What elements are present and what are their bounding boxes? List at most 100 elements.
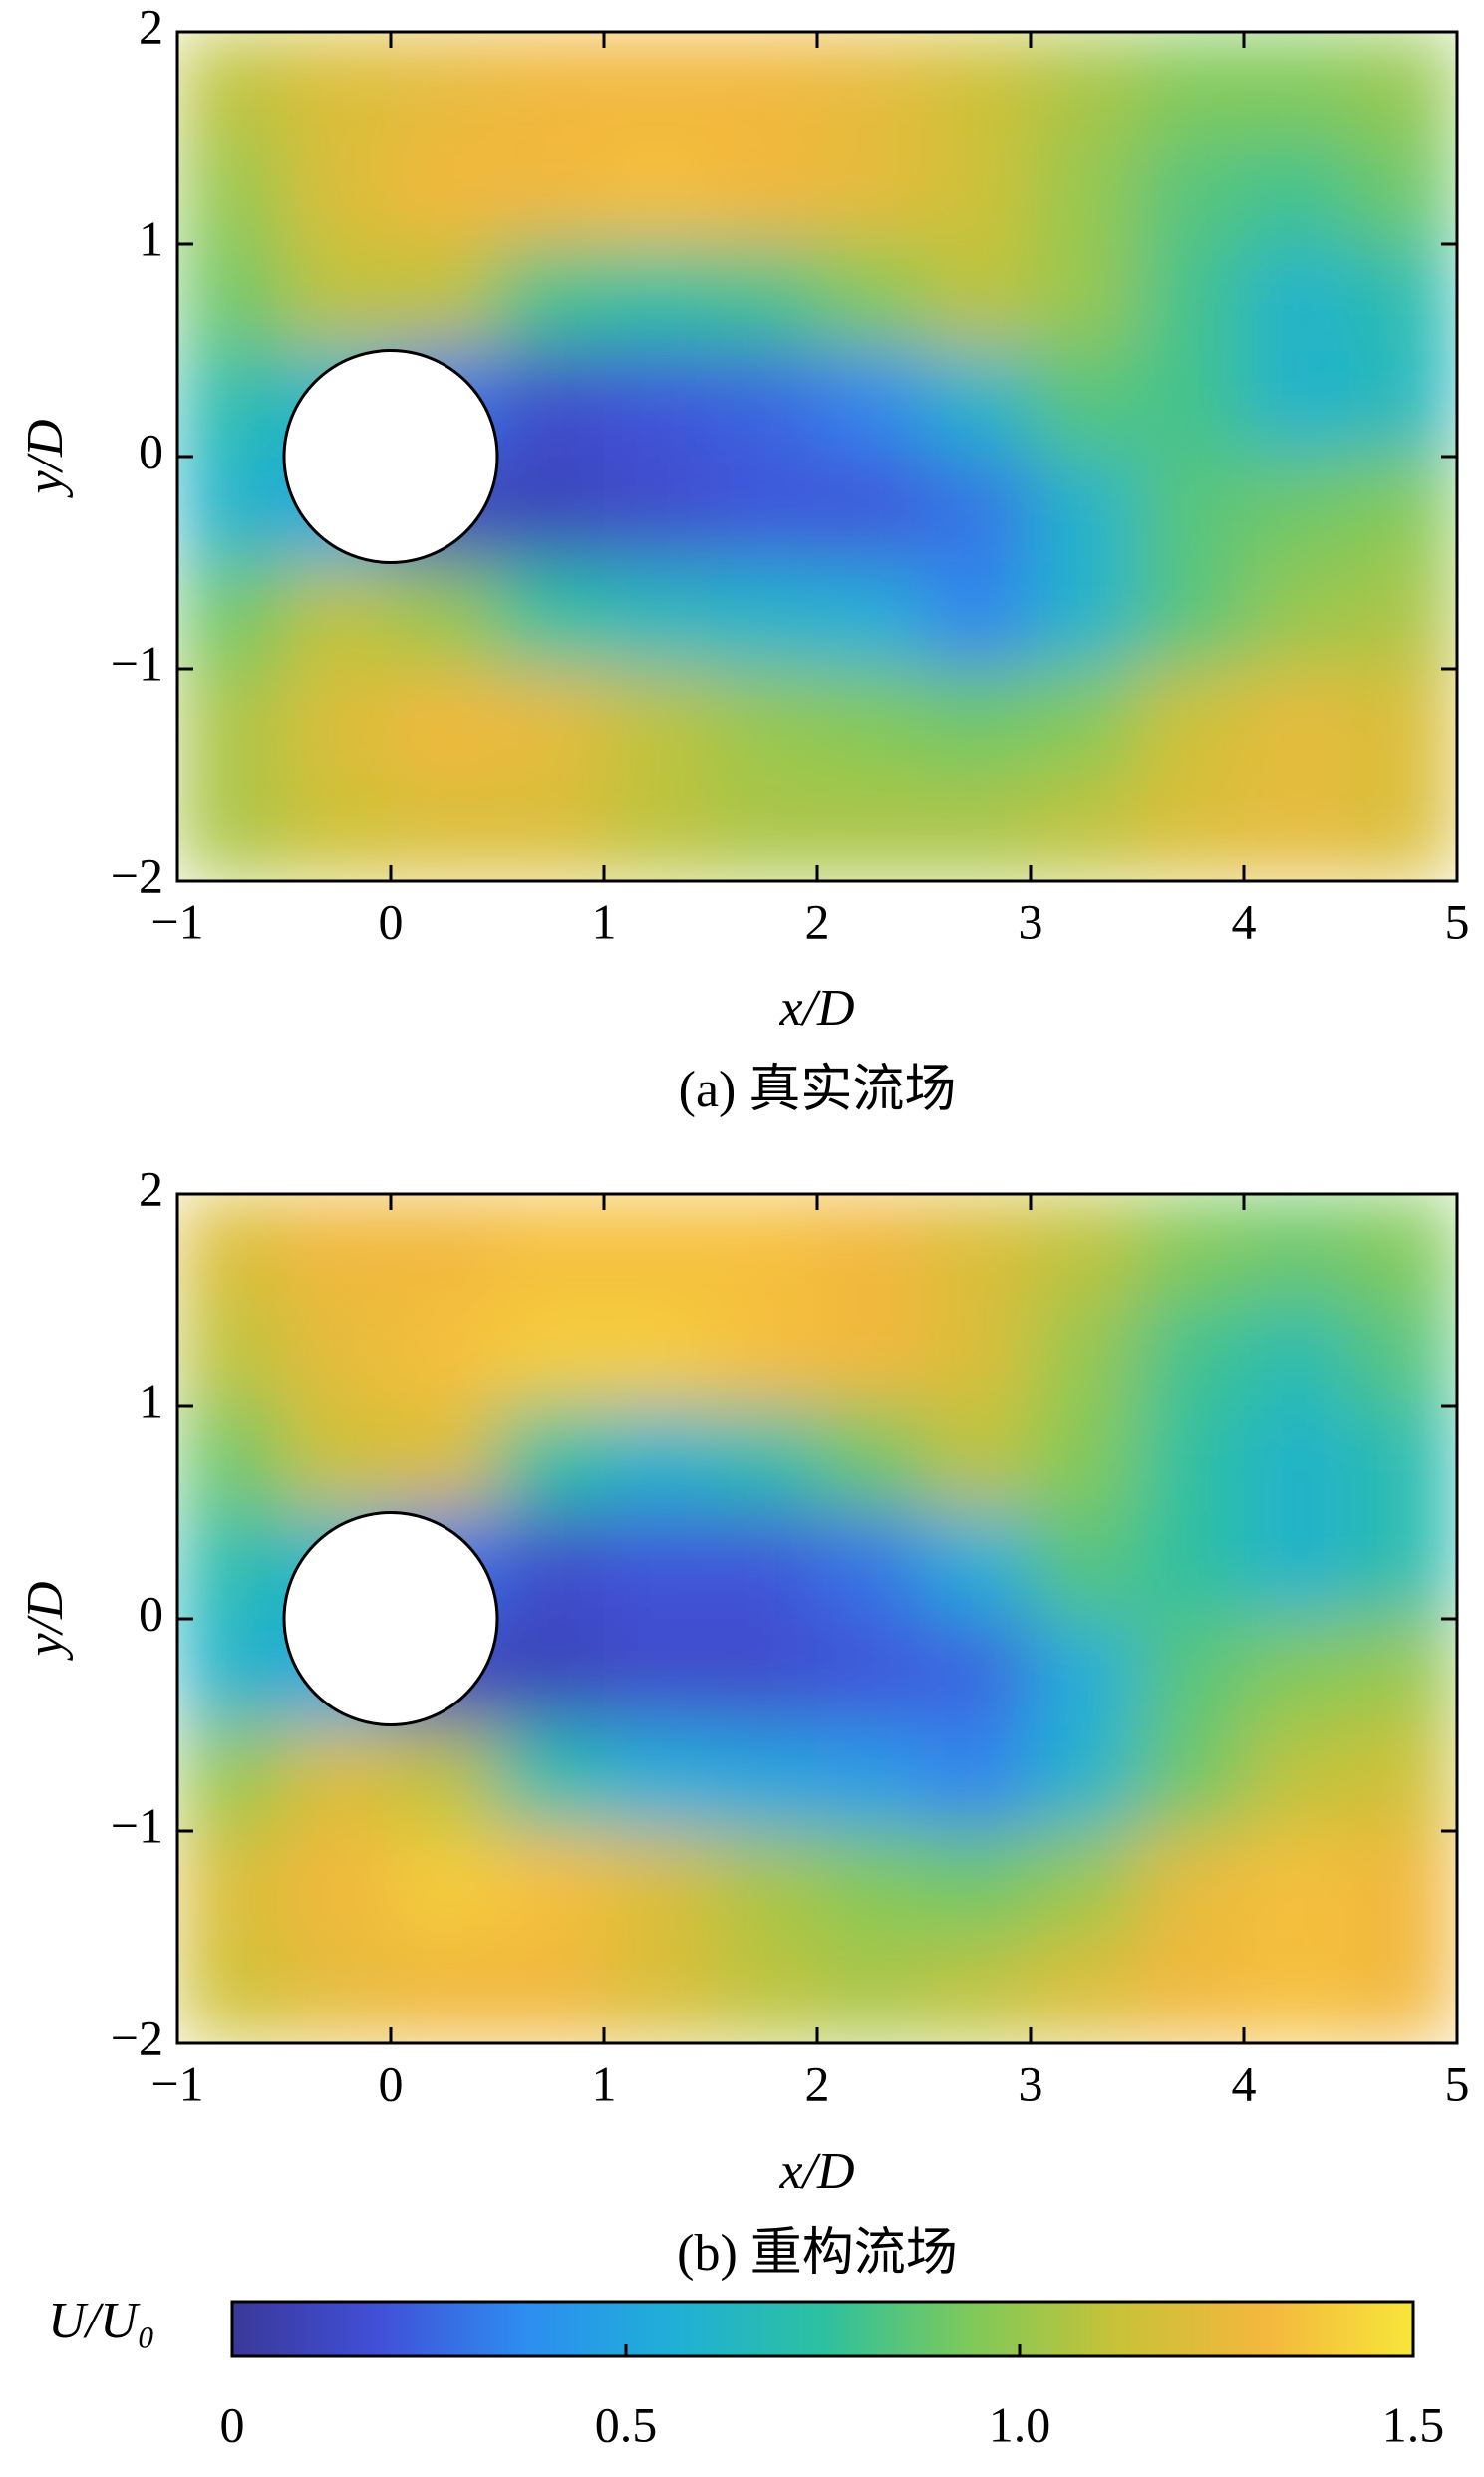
- heat-cell: [390, 138, 498, 245]
- heat-cell: [816, 1830, 925, 1938]
- x-tick-label: 2: [805, 2055, 830, 2111]
- heat-cell: [496, 1405, 605, 1513]
- x-tick-label: −1: [150, 893, 203, 949]
- heat-cell: [923, 1724, 1032, 1832]
- heat-cell: [283, 31, 392, 139]
- x-tick-label: 5: [1445, 893, 1470, 949]
- heat-cell: [1349, 668, 1458, 775]
- x-tick-label: 3: [1019, 893, 1043, 949]
- heat-cell: [283, 1724, 392, 1832]
- heat-cell: [496, 1300, 605, 1407]
- heat-cell: [1136, 31, 1245, 139]
- heat-cell: [1030, 668, 1138, 775]
- heat-cell: [603, 562, 712, 670]
- heat-cell: [496, 31, 605, 139]
- y-tick-label: 2: [139, 1160, 163, 1216]
- heat-cell: [496, 668, 605, 775]
- heat-cell: [1030, 1830, 1138, 1938]
- heat-cell: [283, 1405, 392, 1513]
- heat-cell: [1243, 1830, 1351, 1938]
- heat-cell: [816, 1300, 925, 1407]
- heat-cell: [816, 243, 925, 351]
- heat-cell: [1349, 456, 1458, 563]
- x-tick-label: 4: [1232, 2055, 1257, 2111]
- heat-cell: [176, 1830, 285, 1938]
- heat-cell: [1136, 562, 1245, 670]
- heat-cell: [176, 456, 285, 563]
- x-tick-label: 0: [379, 893, 404, 949]
- y-axis-label: y/D: [17, 419, 74, 498]
- heat-cell: [1030, 456, 1138, 563]
- x-tick-label: 1: [592, 893, 617, 949]
- heat-cell: [1030, 138, 1138, 245]
- heat-cell: [603, 1724, 712, 1832]
- heat-cell: [710, 456, 818, 563]
- heat-cell: [1243, 350, 1351, 458]
- heat-cell: [283, 138, 392, 245]
- heat-cell: [390, 1830, 498, 1938]
- heat-cell: [816, 1193, 925, 1301]
- x-tick-label: 3: [1019, 2055, 1043, 2111]
- x-tick-label: −1: [150, 2055, 203, 2111]
- heat-cell: [1349, 138, 1458, 245]
- heat-cell: [603, 774, 712, 882]
- heat-cell: [283, 668, 392, 775]
- heat-cell: [283, 1193, 392, 1301]
- heat-cell: [923, 31, 1032, 139]
- heat-cell: [923, 668, 1032, 775]
- heat-cell: [710, 1830, 818, 1938]
- x-tick-label: 4: [1232, 893, 1257, 949]
- heat-cell: [176, 774, 285, 882]
- heat-cell: [1030, 1618, 1138, 1725]
- heat-cell: [390, 1193, 498, 1301]
- x-tick-label: 1: [592, 2055, 617, 2111]
- heat-cell: [1136, 350, 1245, 458]
- heat-cell: [1349, 1937, 1458, 2044]
- heat-cell: [923, 1937, 1032, 2044]
- heat-cell: [176, 350, 285, 458]
- heat-cell: [1136, 1300, 1245, 1407]
- heat-cell: [603, 350, 712, 458]
- heat-cell: [1243, 1512, 1351, 1620]
- heat-cell: [603, 1193, 712, 1301]
- heat-cell: [496, 138, 605, 245]
- heat-cell: [923, 456, 1032, 563]
- heat-cell: [710, 774, 818, 882]
- y-tick-label: 0: [139, 1585, 163, 1641]
- heat-cell: [816, 562, 925, 670]
- y-tick-label: 1: [139, 210, 163, 266]
- y-tick-label: −2: [111, 847, 163, 903]
- heat-cell: [1349, 1193, 1458, 1301]
- heat-cell: [603, 1830, 712, 1938]
- heat-cell: [496, 1830, 605, 1938]
- heat-cell: [176, 1512, 285, 1620]
- heat-cell: [176, 1193, 285, 1301]
- heat-cell: [923, 1512, 1032, 1620]
- heat-cell: [390, 1300, 498, 1407]
- y-tick-label: −2: [111, 2010, 163, 2065]
- x-axis-label: x/D: [778, 980, 854, 1037]
- heat-cell: [390, 1724, 498, 1832]
- heat-cell: [1030, 31, 1138, 139]
- heat-cell: [923, 1830, 1032, 1938]
- heat-cell: [923, 1300, 1032, 1407]
- heat-cell: [176, 1724, 285, 1832]
- heat-cell: [1136, 1618, 1245, 1725]
- y-tick-label: −1: [111, 635, 163, 691]
- heat-cell: [603, 1405, 712, 1513]
- heat-cell: [496, 1193, 605, 1301]
- heat-cell: [923, 774, 1032, 882]
- heat-cell: [1136, 668, 1245, 775]
- heat-cell: [390, 774, 498, 882]
- heat-cell: [176, 1300, 285, 1407]
- heat-cell: [176, 1618, 285, 1725]
- heat-cell: [283, 562, 392, 670]
- heat-cell: [710, 1300, 818, 1407]
- heat-cell: [710, 668, 818, 775]
- heat-cell: [1136, 1830, 1245, 1938]
- heat-cell: [1136, 1937, 1245, 2044]
- heat-cell: [603, 456, 712, 563]
- heat-cell: [603, 31, 712, 139]
- heat-cell: [1243, 1724, 1351, 1832]
